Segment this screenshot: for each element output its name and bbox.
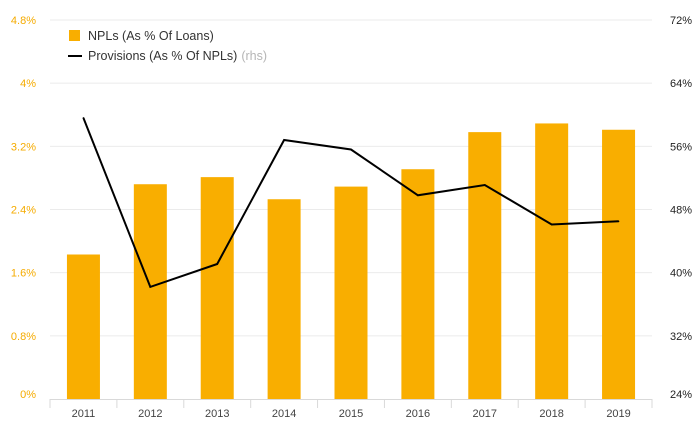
- npl-bars: [66, 123, 636, 400]
- provisions-point-2012: [149, 286, 152, 288]
- provisions-point-2016: [417, 194, 419, 197]
- x-tick-label-2015: 2015: [339, 408, 363, 420]
- npl-bar-2013: [200, 177, 234, 399]
- x-tick-label-2017: 2017: [473, 408, 497, 420]
- provisions-point-2011: [82, 117, 85, 119]
- x-tick-label-2014: 2014: [272, 408, 296, 420]
- x-tick-label-2012: 2012: [138, 408, 162, 420]
- npl-bar-2014: [267, 199, 301, 399]
- right-tick-label: 48%: [670, 205, 692, 217]
- x-tick-label-2019: 2019: [606, 408, 630, 420]
- provisions-point-2014: [283, 139, 285, 141]
- npl-bar-2016: [401, 169, 435, 399]
- left-tick-label: 1.6%: [11, 268, 36, 280]
- provisions-point-2015: [350, 148, 352, 151]
- left-tick-label: 0%: [20, 389, 36, 401]
- left-tick-label: 2.4%: [11, 205, 36, 217]
- provisions-point-2018: [550, 223, 553, 226]
- right-tick-label: 40%: [670, 268, 692, 280]
- npl-bar-2015: [334, 186, 368, 399]
- npl-bar-2017: [468, 132, 502, 399]
- legend-bar-swatch: [69, 30, 80, 41]
- legend-line-label: Provisions (As % Of NPLs): [88, 49, 237, 63]
- left-tick-label: 0.8%: [11, 331, 36, 343]
- left-tick-label: 4.8%: [11, 15, 36, 27]
- legend-line-note: (rhs): [241, 49, 267, 63]
- x-tick-label-2013: 2013: [205, 408, 229, 420]
- npl-bar-2011: [66, 254, 100, 399]
- legend: NPLs (As % Of Loans) Provisions (As % Of…: [68, 29, 267, 63]
- x-axis: 2011 2012 2013 2014 2015 2016 2017 2018 2019: [49, 399, 653, 420]
- x-tick-label-2018: 2018: [539, 408, 563, 420]
- right-y-axis: 24% 32% 40% 48% 56% 64% 72%: [670, 15, 692, 401]
- right-tick-label: 24%: [670, 389, 692, 401]
- left-y-axis: 0% 0.8% 1.6% 2.4% 3.2% 4% 4.8%: [11, 15, 36, 401]
- provisions-point-2013: [216, 263, 219, 265]
- provisions-point-2017: [483, 184, 486, 186]
- x-tick-label-2016: 2016: [406, 408, 430, 420]
- right-tick-label: 64%: [670, 78, 692, 90]
- provisions-point-2019: [617, 220, 620, 223]
- legend-bar-label: NPLs (As % Of Loans): [88, 29, 214, 43]
- provisions-line-group: [82, 117, 620, 289]
- right-tick-label: 32%: [670, 331, 692, 343]
- legend-line-label-group: Provisions (As % Of NPLs) (rhs): [88, 49, 267, 63]
- x-tick-label-2011: 2011: [72, 408, 96, 420]
- npl-bar-2012: [133, 184, 167, 399]
- right-tick-label: 56%: [670, 141, 692, 153]
- npl-bar-2019: [602, 129, 636, 400]
- right-tick-label: 72%: [670, 15, 692, 27]
- left-tick-label: 3.2%: [11, 141, 36, 153]
- left-tick-label: 4%: [20, 78, 36, 90]
- npl-bar-2018: [535, 123, 569, 399]
